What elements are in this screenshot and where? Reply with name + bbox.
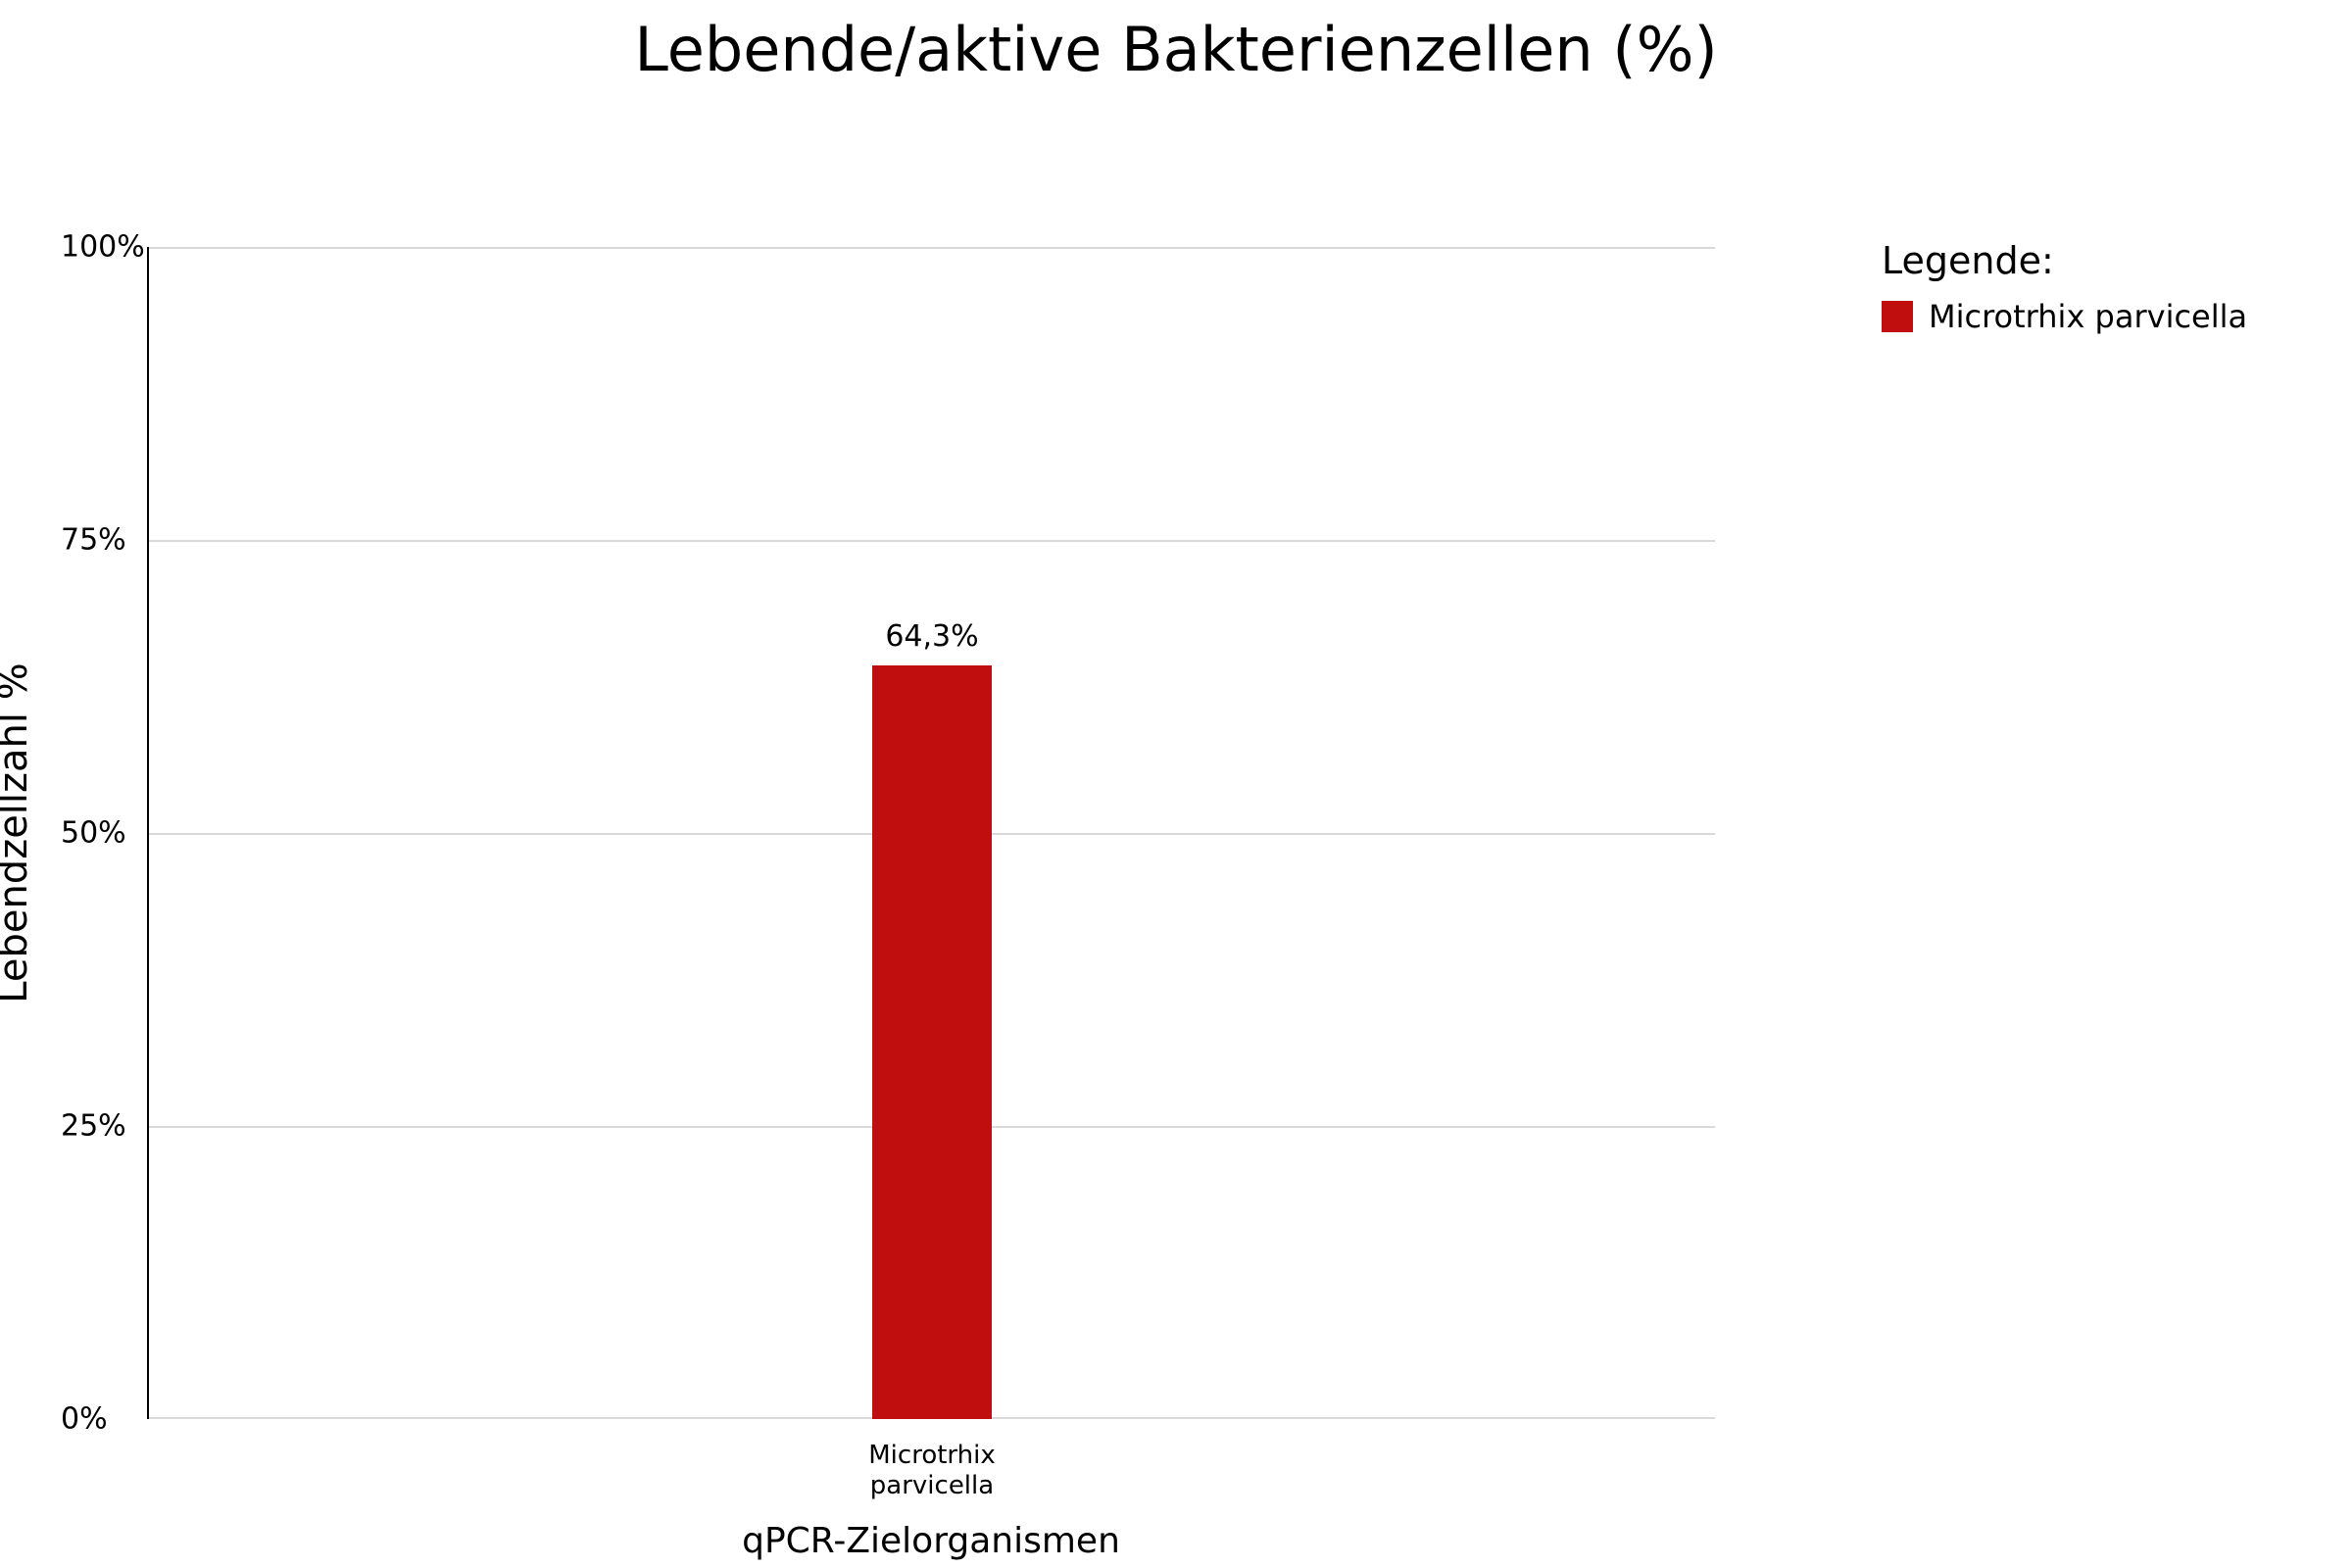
legend-swatch-icon — [1882, 301, 1913, 332]
gridline-100 — [147, 247, 1715, 249]
legend-item: Microtrhix parvicella — [1882, 298, 2332, 335]
y-tick-100: 100% — [61, 229, 145, 265]
y-axis-line — [147, 247, 149, 1419]
bar-value-label: 64,3% — [885, 618, 979, 654]
x-tick-label-microtrhix: Microtrhix parvicella — [868, 1441, 996, 1500]
y-axis-title: Lebendzellzahl % — [0, 662, 36, 1004]
gridline-75 — [147, 540, 1715, 542]
x-axis-title: qPCR-Zielorganismen — [742, 1521, 1120, 1561]
y-tick-25: 25% — [61, 1108, 126, 1144]
chart-title: Lebende/aktive Bakterienzellen (%) — [634, 14, 1718, 85]
y-tick-75: 75% — [61, 522, 126, 558]
y-tick-0: 0% — [61, 1401, 108, 1437]
plot-area: 64,3% — [147, 247, 1715, 1419]
y-tick-50: 50% — [61, 815, 126, 851]
legend-item-label: Microtrhix parvicella — [1929, 298, 2248, 335]
bar-microtrhix-parvicella — [872, 664, 992, 1419]
legend-heading: Legende: — [1882, 239, 2054, 282]
legend: Legende: Microtrhix parvicella — [1882, 239, 2332, 335]
